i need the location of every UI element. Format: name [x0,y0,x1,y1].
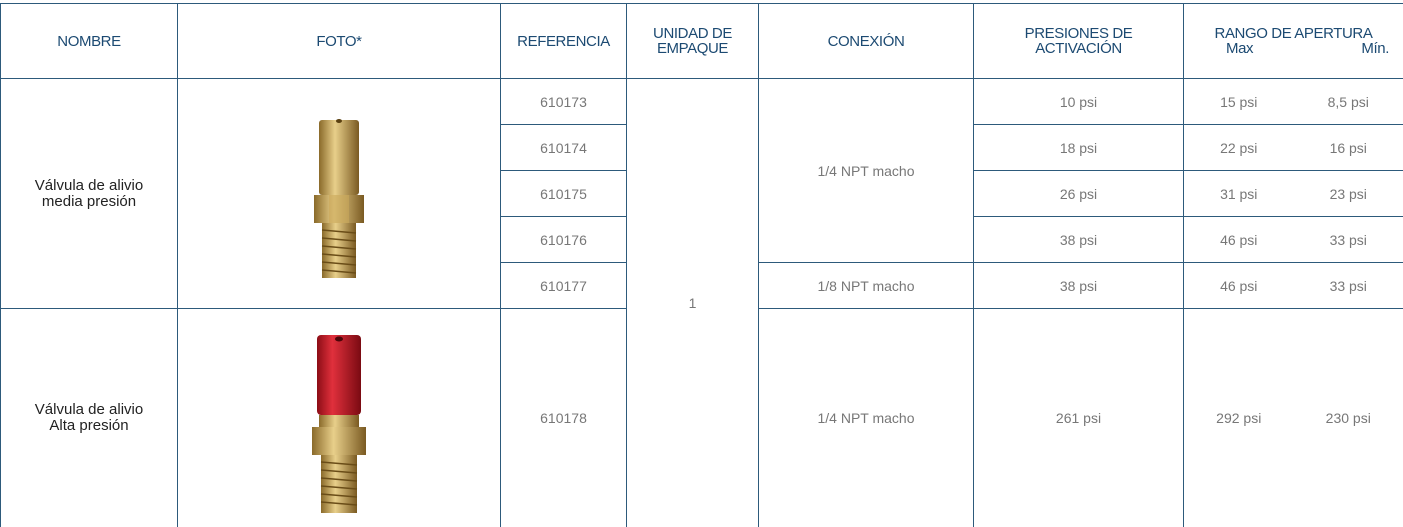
reference: 610178 [500,308,627,527]
activation: 18 psi [973,124,1184,171]
connection: 1/8 NPT macho [758,262,974,309]
header: FOTO* [177,3,501,79]
max: 46 psi [1183,216,1294,263]
min: 8,5 psi [1293,78,1403,125]
max: 15 psi [1183,78,1294,125]
header: CONEXIÓN [758,3,974,79]
reference: 610175 [500,170,627,217]
header: UNIDAD DE EMPAQUE [626,3,759,79]
header: REFERENCIA [500,3,627,79]
min: 23 psi [1293,170,1403,217]
reference: 610177 [500,262,627,309]
connection: 1/4 NPT macho [758,308,974,527]
product-name: Válvula de alivio Alta presión [0,308,178,527]
min: 33 psi [1293,216,1403,263]
product-table: NOMBRE FOTO* REFERENCIA UNIDAD DE EMPAQU… [0,3,1403,527]
photo [177,308,501,527]
header: PRESIONES DE ACTIVACIÓN [973,3,1184,79]
reference: 610174 [500,124,627,171]
max: 22 psi [1183,124,1294,171]
reference: 610173 [500,78,627,125]
min: 230 psi [1293,308,1403,527]
activation: 26 psi [973,170,1184,217]
product-name: Válvula de alivio media presión [0,78,178,309]
max: 31 psi [1183,170,1294,217]
header-row: NOMBRE FOTO* REFERENCIA UNIDAD DE EMPAQU… [0,3,1403,79]
min: 16 psi [1293,124,1403,171]
header-text: RANGO DE APERTURA [1214,25,1373,42]
header-text: Max [1226,40,1254,57]
connection: 1/4 NPT macho [758,78,974,263]
max: 292 psi [1183,308,1294,527]
valve-image [312,334,366,513]
photo [177,78,501,309]
activation: 38 psi [973,216,1184,263]
reference: 610176 [500,216,627,263]
activation: 261 psi [973,308,1184,527]
header: NOMBRE [0,3,178,79]
activation: 38 psi [973,262,1184,309]
header-text: Mín. [1361,40,1389,57]
max: 46 psi [1183,262,1294,309]
unit: 1 [626,78,759,527]
activation: 10 psi [973,78,1184,125]
min: 33 psi [1293,262,1403,309]
valve-image [314,119,364,278]
header: RANGO DE APERTURA Max Mín. [1183,3,1403,79]
